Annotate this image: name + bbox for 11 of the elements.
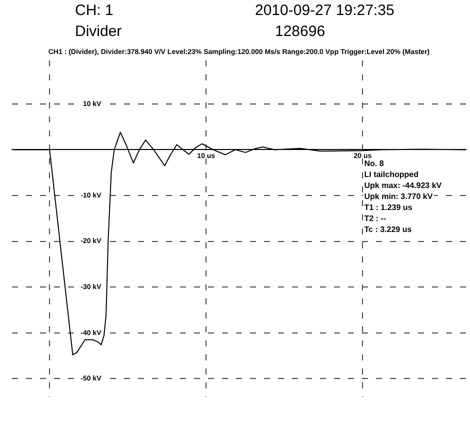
- text: Divider: [75, 23, 122, 40]
- annotation: T2 : --: [364, 214, 386, 223]
- annotation: LI tailchopped: [364, 170, 419, 179]
- annotation: Tc : 3.229 us: [364, 224, 412, 234]
- annotation: Upk max: -44.923 kV: [364, 180, 442, 190]
- text: 2010-09-27 19:27:35: [255, 2, 394, 19]
- annotation: Upk min: 3.770 kV: [364, 192, 434, 201]
- annotation: No. 8: [364, 158, 384, 168]
- text: 128696: [275, 23, 326, 40]
- chart-title: CH: 1: [75, 2, 114, 19]
- annotation: T1 : 1.239 us: [364, 202, 413, 212]
